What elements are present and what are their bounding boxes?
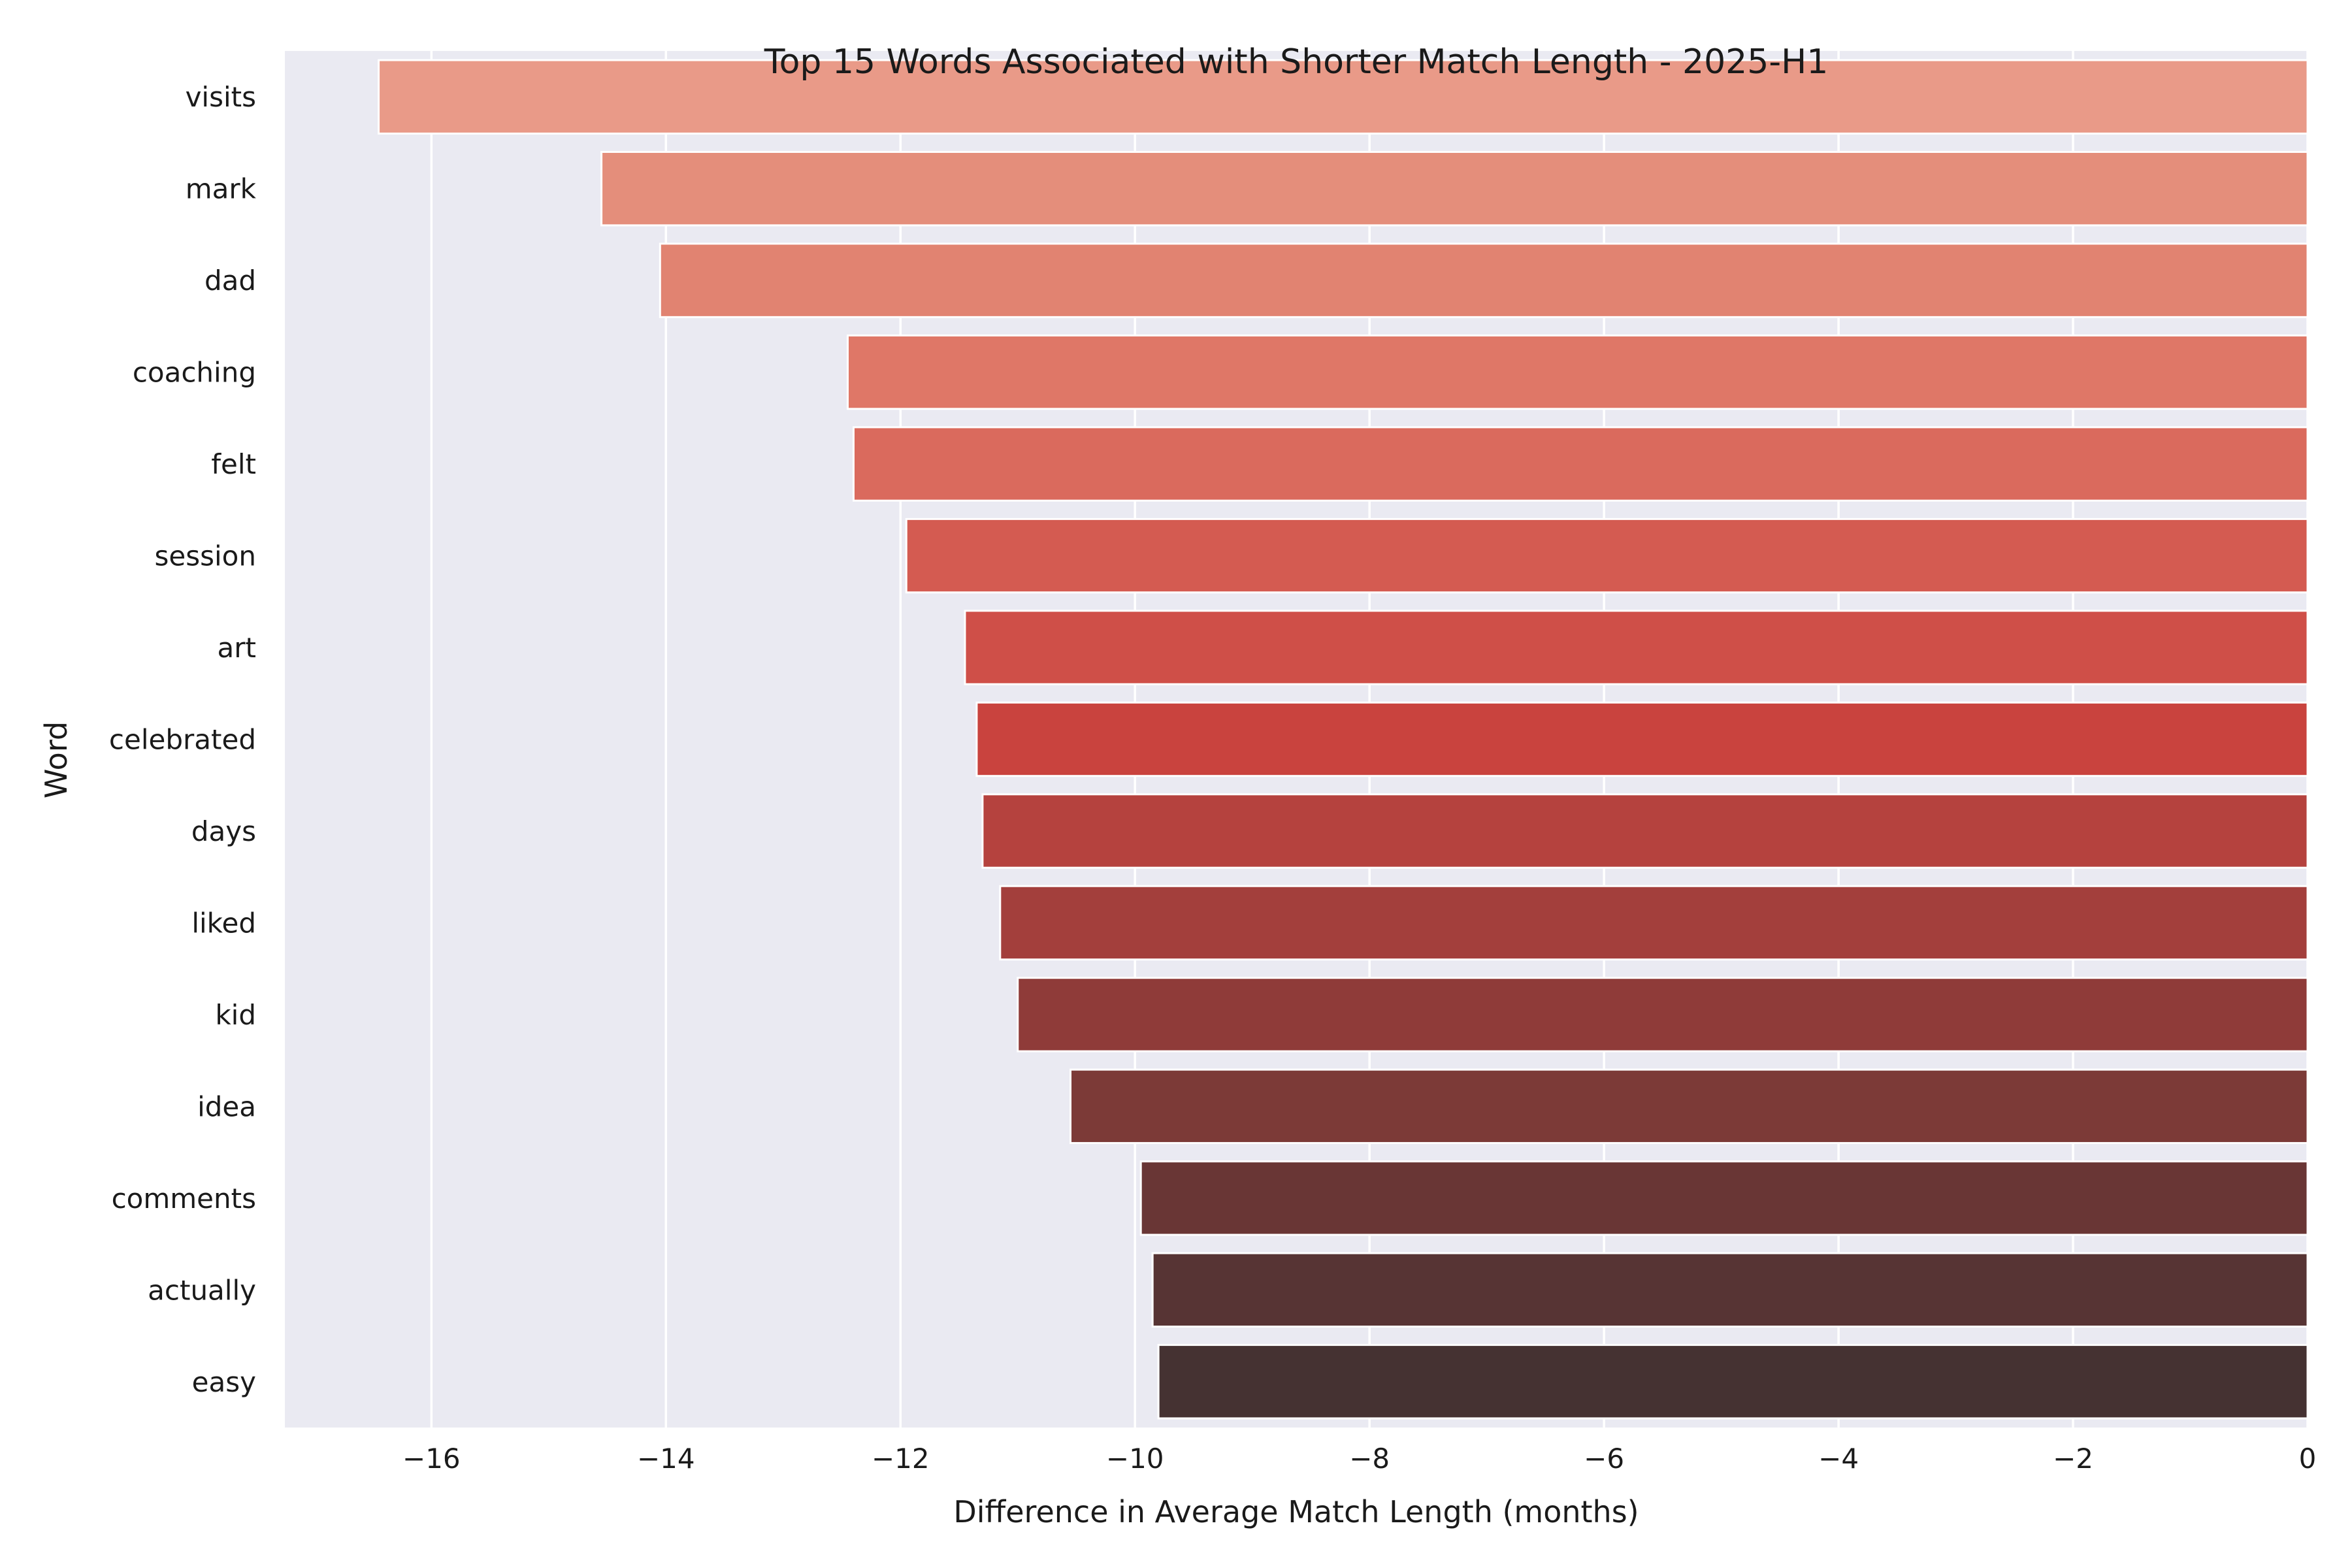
bar-comments	[1139, 1160, 2309, 1236]
x-tick-label: −6	[1584, 1443, 1624, 1475]
y-tick-label: celebrated	[109, 724, 256, 756]
bar-mark	[600, 151, 2309, 227]
bar-coaching	[846, 334, 2309, 410]
x-tick-label: −16	[402, 1443, 461, 1475]
bars	[378, 59, 2309, 1420]
x-tick-label: −14	[637, 1443, 695, 1475]
bar-art	[964, 610, 2309, 685]
y-tick-label: dad	[204, 265, 256, 297]
y-tick-label: art	[218, 632, 256, 664]
y-tick-label: easy	[192, 1366, 256, 1398]
x-tick-label: −12	[872, 1443, 930, 1475]
bar-days	[981, 793, 2309, 869]
bar-idea	[1070, 1068, 2309, 1145]
y-tick-label: kid	[215, 999, 256, 1031]
chart-title: Top 15 Words Associated with Shorter Mat…	[764, 42, 1829, 82]
x-axis-label: Difference in Average Match Length (mont…	[953, 1494, 1639, 1529]
bar-easy	[1157, 1344, 2309, 1420]
x-tick-label: −4	[1818, 1443, 1859, 1475]
y-tick-label: actually	[148, 1274, 256, 1306]
bar-kid	[1017, 977, 2309, 1053]
x-tick-label: −8	[1349, 1443, 1390, 1475]
bar-celebrated	[975, 701, 2309, 777]
bar-felt	[852, 426, 2309, 502]
y-tick-label: idea	[197, 1090, 256, 1122]
bar-session	[905, 517, 2309, 594]
bar-liked	[999, 885, 2309, 961]
y-tick-label: liked	[191, 907, 256, 939]
bar-visits	[378, 59, 2309, 135]
x-tick-labels: −16 −14 −12 −10 −8 −6 −4 −2 0	[402, 1443, 2316, 1475]
y-tick-label: coaching	[133, 357, 256, 389]
bar-actually	[1151, 1252, 2309, 1328]
y-axis-label: Word	[39, 721, 74, 798]
x-tick-label: −2	[2053, 1443, 2093, 1475]
y-tick-label: comments	[112, 1183, 256, 1215]
x-tick-label: −10	[1106, 1443, 1164, 1475]
x-tick-label: 0	[2299, 1443, 2317, 1475]
bar-dad	[659, 242, 2309, 318]
y-tick-label: days	[191, 815, 256, 847]
y-tick-label: felt	[211, 448, 256, 480]
y-tick-label: mark	[186, 173, 257, 205]
y-tick-labels: visits mark dad coaching felt session art celeb…	[109, 81, 257, 1398]
y-tick-label: session	[155, 540, 256, 572]
y-tick-label: visits	[186, 81, 256, 113]
